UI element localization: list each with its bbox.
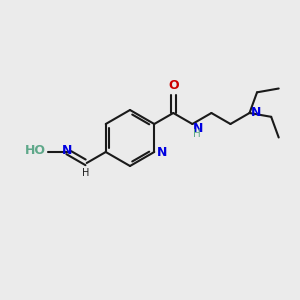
Text: H: H (194, 129, 201, 139)
Text: N: N (61, 145, 72, 158)
Text: HO: HO (25, 145, 46, 158)
Text: N: N (194, 122, 204, 134)
Text: N: N (157, 146, 168, 160)
Text: N: N (250, 106, 261, 118)
Text: H: H (82, 168, 89, 178)
Text: O: O (168, 79, 178, 92)
